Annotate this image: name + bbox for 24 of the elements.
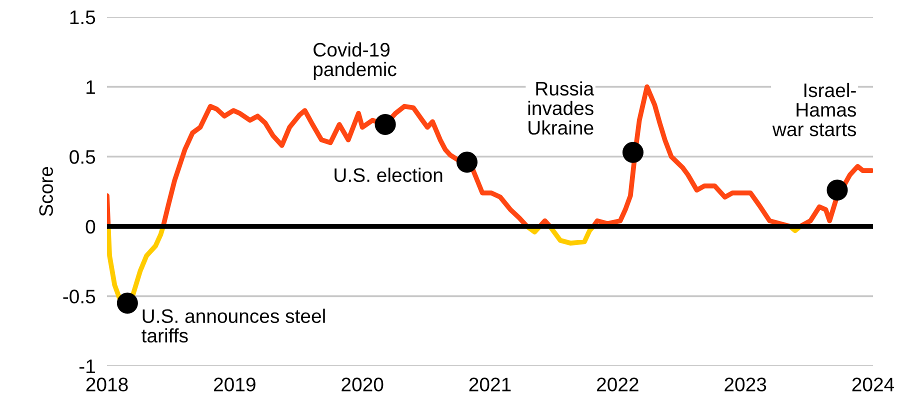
point — [826, 180, 848, 201]
y-tick-label: 1.5 — [70, 10, 96, 24]
annotation: Covid-19 pandemic — [314, 42, 396, 80]
y-tick-label: -0.5 — [63, 290, 96, 304]
annotation: Russia invades Ukraine — [528, 81, 594, 135]
point — [116, 292, 138, 314]
annotation: Israel- Hamas war starts — [772, 82, 856, 136]
x-tick-label: 2021 — [469, 378, 511, 392]
y-axis-title: Score — [39, 166, 53, 216]
x-tick-label: 2023 — [724, 378, 766, 392]
annotation: U.S. announces steel tariffs — [142, 308, 325, 343]
x-tick-label: 2020 — [342, 378, 384, 392]
y-tick-label: 1 — [86, 80, 95, 94]
y-tick-label: -1 — [79, 360, 95, 374]
y-tick-label: 0 — [86, 220, 96, 234]
point — [374, 114, 396, 136]
point — [622, 142, 644, 163]
x-tick-label: 2019 — [214, 378, 256, 392]
x-tick-label: 2018 — [86, 378, 128, 392]
x-tick-label: 2022 — [597, 378, 638, 392]
point — [456, 152, 478, 173]
annotation: U.S. election — [334, 168, 442, 182]
y-tick-label: 0.5 — [70, 150, 96, 164]
x-tick-label: 2024 — [852, 378, 894, 392]
